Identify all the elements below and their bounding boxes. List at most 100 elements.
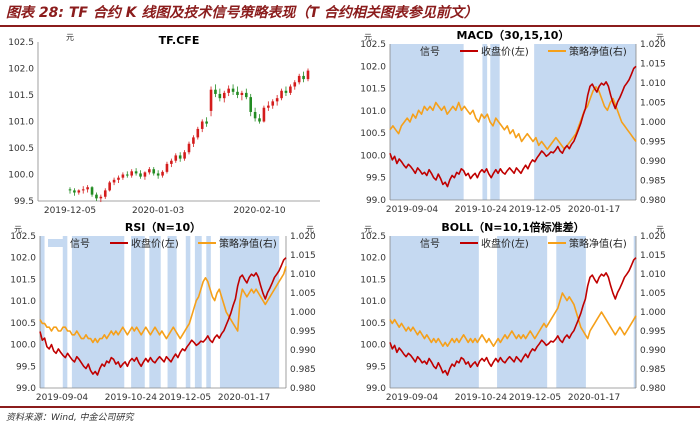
candle	[262, 105, 266, 123]
kline-chart: TF.CFE 元 102.5 102.0 101.5 101.0 100.5 100.0 99.…	[8, 33, 320, 216]
candle-body	[271, 101, 275, 106]
candle	[81, 186, 85, 194]
candle-body	[81, 189, 85, 191]
y2-tick-label: 1.000	[640, 118, 666, 128]
candle	[240, 90, 244, 101]
legend: 信号 收盘价(左) 策略净值(右)	[398, 237, 627, 250]
candle	[275, 95, 279, 106]
candle-body	[68, 189, 72, 191]
y2-tick-label: 0.985	[640, 365, 666, 375]
y-tick-label: 102.5	[8, 38, 34, 48]
candle	[187, 141, 191, 155]
candle	[271, 99, 275, 109]
candle	[77, 189, 81, 195]
legend-label-close: 收盘价(左)	[481, 237, 529, 250]
candle	[183, 150, 186, 161]
y-tick-label: 102.0	[8, 65, 34, 75]
candle	[218, 88, 222, 102]
candle	[103, 188, 107, 199]
candle	[86, 185, 89, 193]
candle	[267, 101, 270, 111]
candle	[121, 172, 125, 180]
y-tick-label: 100.0	[360, 151, 386, 161]
x-tick-label: 2019-09-04	[386, 205, 439, 215]
nav-line	[389, 292, 637, 347]
signal-band	[534, 44, 636, 200]
candle	[236, 86, 239, 99]
candle-body	[196, 128, 200, 138]
candle	[258, 114, 261, 124]
signal-band	[40, 236, 45, 388]
boll-chart: BOLL（N=10,1倍标准差）元 元102.5102.0101.5101.010…	[360, 220, 666, 403]
signal-band	[62, 236, 68, 388]
y-tick-label: 99.0	[366, 196, 386, 206]
y2-tick-label: 1.020	[290, 232, 316, 242]
candle-body	[183, 152, 186, 159]
candle-body	[297, 75, 301, 83]
y-tick-label: 100.5	[8, 144, 34, 154]
y-unit-left: 元	[14, 225, 22, 234]
legend: 信号 收盘价(左) 策略净值(右)	[48, 237, 277, 250]
candle	[117, 175, 120, 183]
signal-band	[185, 236, 191, 388]
candle-body	[99, 196, 103, 199]
candle	[108, 180, 111, 192]
candle-body	[156, 173, 160, 176]
candle-body	[289, 86, 292, 93]
candle	[170, 158, 173, 168]
legend-label-signal: 信号	[70, 238, 90, 250]
y-tick-label: 102.0	[360, 254, 386, 264]
y-tick-label: 100.5	[360, 129, 386, 139]
candle	[196, 126, 200, 140]
candle-body	[205, 121, 208, 124]
y2-tick-label: 0.980	[290, 384, 316, 394]
y-tick-label: 99.0	[16, 384, 36, 394]
x-tick-label: 2020-01-17	[218, 393, 270, 403]
y2-tick-label: 1.010	[640, 79, 666, 89]
candle	[302, 71, 305, 83]
candle	[152, 167, 156, 176]
signal-band	[194, 236, 202, 388]
y-unit-left: 元	[364, 33, 372, 42]
candle-body	[218, 93, 222, 99]
signal-band	[131, 236, 145, 388]
candle	[289, 84, 292, 95]
candle	[148, 167, 151, 175]
chart-title: RSI（N=10）	[125, 221, 201, 234]
y2-tick-label: 0.980	[640, 196, 666, 206]
candle-body	[73, 190, 76, 193]
y-tick-label: 100.5	[10, 319, 36, 329]
y-tick-label: 100.5	[360, 319, 386, 329]
y-tick-label: 102.0	[10, 254, 36, 264]
nav-line	[39, 266, 287, 344]
legend-label-close: 收盘价(左)	[481, 45, 529, 58]
macd-chart: MACD（30,15,10）元 元102.5102.0101.5101.0100.…	[360, 29, 666, 215]
candle	[165, 161, 169, 174]
candle	[231, 84, 235, 95]
candle-body	[200, 121, 204, 129]
y2-tick-label: 0.995	[640, 327, 666, 337]
candle-body	[222, 92, 226, 99]
candle-body	[262, 107, 266, 122]
candle-body	[306, 70, 310, 80]
candle	[68, 187, 72, 194]
y2-tick-label: 1.015	[640, 60, 666, 70]
chart-title: BOLL（N=10,1倍标准差）	[441, 220, 584, 234]
candle	[95, 192, 98, 201]
legend-swatch-signal	[398, 47, 416, 55]
candle	[161, 170, 164, 178]
candle-body	[165, 163, 169, 172]
signal-band	[633, 236, 636, 388]
candle-body	[86, 187, 89, 190]
y-tick-label: 102.0	[360, 62, 386, 72]
candle-body	[170, 160, 173, 164]
chart-title: TF.CFE	[159, 34, 200, 47]
candle-body	[258, 118, 261, 122]
candle-body	[214, 89, 217, 94]
y2-tick-label: 1.010	[640, 270, 666, 280]
y2-tick-label: 1.015	[290, 251, 316, 261]
rsi-chart: RSI（N=10）元 元102.5102.0101.5101.0100.5100.…	[10, 221, 316, 403]
signal-band	[71, 236, 125, 388]
y-tick-label: 101.0	[8, 118, 34, 128]
y2-tick-label: 0.985	[640, 177, 666, 187]
